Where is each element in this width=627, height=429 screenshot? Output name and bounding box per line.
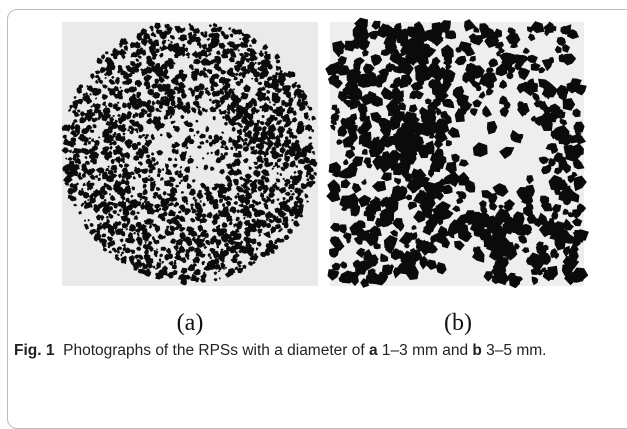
panel-label: (b): [444, 310, 472, 336]
caption-text: a: [368, 342, 378, 359]
particles-a: [61, 22, 318, 286]
caption-text: 1–3 mm and: [377, 342, 473, 359]
caption-text: b: [472, 342, 482, 359]
page: (a) (b) Fig. 1 Photographs of the RPSs w…: [7, 9, 627, 429]
photos: [61, 17, 589, 289]
caption-text: Photographs of the RPSs with a diameter …: [63, 342, 369, 359]
particles-b: [325, 17, 589, 289]
caption-label: Fig. 1: [14, 342, 55, 359]
caption-text: 3–5 mm.: [481, 342, 547, 359]
panel-label: (a): [176, 310, 204, 336]
caption: Fig. 1 Photographs of the RPSs with a di…: [14, 338, 620, 364]
